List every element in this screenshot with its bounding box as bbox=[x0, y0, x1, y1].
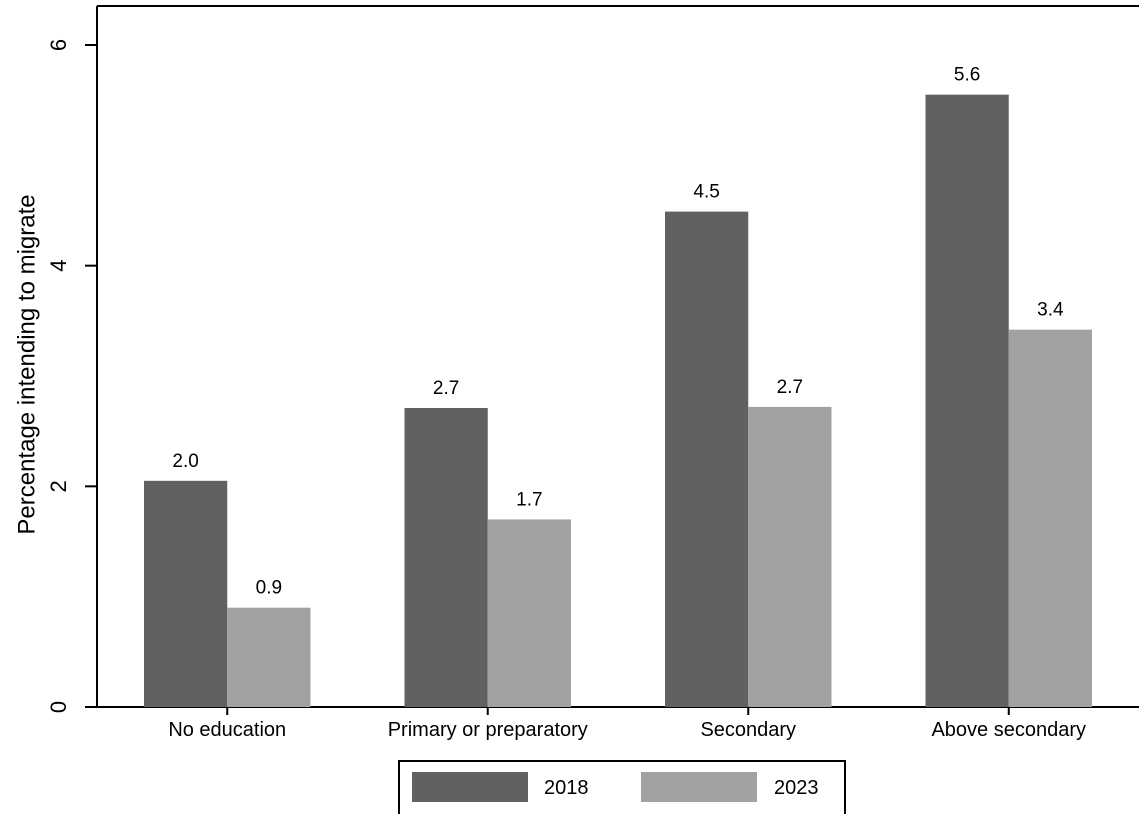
bar-2023-0 bbox=[227, 607, 311, 707]
legend-label-2018: 2018 bbox=[544, 777, 589, 799]
legend: 2018 2023 bbox=[398, 760, 846, 816]
y-tick-label: 2 bbox=[46, 480, 71, 492]
x-tick-label: Secondary bbox=[700, 719, 796, 741]
x-axis: No education Primary or preparatory Second… bbox=[168, 707, 1086, 741]
y-axis-title: Percentage intending to migrate bbox=[13, 194, 40, 534]
bar-2023-3 bbox=[1008, 329, 1092, 707]
x-tick-label: Primary or preparatory bbox=[388, 719, 588, 741]
legend-swatch-2023 bbox=[641, 772, 757, 802]
x-tick-label: Above secondary bbox=[931, 719, 1086, 741]
y-tick-label: 0 bbox=[46, 701, 71, 713]
data-label-2023-1: 1.7 bbox=[516, 489, 542, 510]
legend-label-2023: 2023 bbox=[774, 777, 819, 799]
y-axis: 0 2 4 6 Percentage intending to migrate bbox=[13, 39, 97, 713]
bars-group bbox=[144, 94, 1092, 707]
data-label-2018-3: 5.6 bbox=[954, 65, 980, 86]
bar-2018-2 bbox=[665, 211, 749, 707]
data-label-2023-3: 3.4 bbox=[1037, 300, 1064, 321]
data-label-2018-1: 2.7 bbox=[433, 378, 459, 399]
value-labels-group: 2.0 0.9 2.7 1.7 4.5 2.7 5.6 3.4 bbox=[172, 65, 1064, 599]
x-tick-label: No education bbox=[168, 719, 286, 741]
data-label-2018-0: 2.0 bbox=[172, 451, 198, 472]
y-tick-label: 4 bbox=[46, 260, 71, 272]
data-label-2023-0: 0.9 bbox=[256, 578, 282, 599]
data-label-2018-2: 4.5 bbox=[693, 182, 719, 203]
bar-2018-1 bbox=[404, 407, 488, 707]
bar-2018-0 bbox=[144, 480, 228, 707]
data-label-2023-2: 2.7 bbox=[777, 377, 803, 398]
legend-swatch-2018 bbox=[412, 772, 528, 802]
y-tick-label: 6 bbox=[46, 39, 71, 51]
bar-2018-3 bbox=[925, 94, 1009, 707]
bar-2023-1 bbox=[487, 519, 571, 707]
bar-2023-2 bbox=[748, 406, 832, 707]
